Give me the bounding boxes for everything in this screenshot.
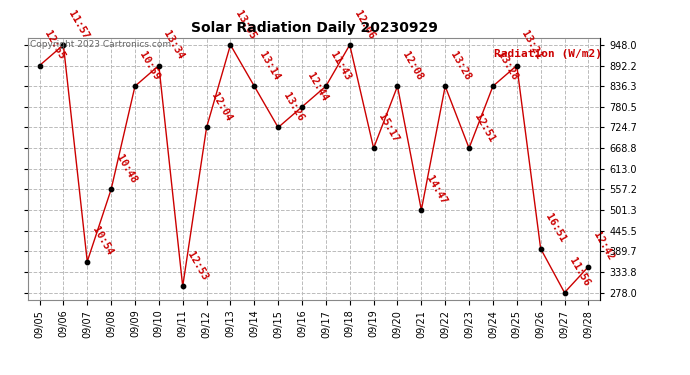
Title: Solar Radiation Daily 20230929: Solar Radiation Daily 20230929	[190, 21, 437, 35]
Text: 10:59: 10:59	[138, 50, 162, 82]
Text: 14:47: 14:47	[424, 174, 448, 206]
Text: 13:28: 13:28	[495, 50, 520, 82]
Point	[225, 42, 236, 48]
Point	[416, 207, 427, 213]
Point	[559, 290, 570, 296]
Text: 13:21: 13:21	[520, 29, 544, 62]
Text: 12:51: 12:51	[472, 112, 496, 144]
Point	[535, 246, 546, 252]
Text: 10:48: 10:48	[114, 153, 138, 185]
Point	[130, 83, 141, 89]
Text: 13:14: 13:14	[257, 50, 282, 82]
Text: 12:55: 12:55	[42, 29, 67, 62]
Point	[201, 124, 212, 130]
Point	[440, 83, 451, 89]
Text: 15:17: 15:17	[376, 112, 401, 144]
Text: 12:44: 12:44	[305, 70, 329, 103]
Point	[392, 83, 403, 89]
Point	[320, 83, 331, 89]
Point	[153, 63, 164, 69]
Text: 11:43: 11:43	[328, 50, 353, 82]
Text: 13:05: 13:05	[233, 9, 257, 41]
Point	[81, 258, 92, 264]
Point	[58, 42, 69, 48]
Point	[487, 83, 498, 89]
Text: 11:57: 11:57	[66, 9, 90, 41]
Text: 11:56: 11:56	[567, 256, 591, 288]
Text: 16:51: 16:51	[544, 212, 568, 244]
Text: Copyright 2023 Cartronics.com: Copyright 2023 Cartronics.com	[30, 40, 172, 49]
Text: 12:06: 12:06	[353, 9, 377, 41]
Point	[464, 145, 475, 151]
Point	[511, 63, 522, 69]
Text: 13:34: 13:34	[161, 29, 186, 62]
Text: Radiation (W/m2): Radiation (W/m2)	[494, 50, 602, 59]
Text: 13:26: 13:26	[281, 91, 305, 123]
Text: 12:53: 12:53	[186, 250, 210, 282]
Point	[273, 124, 284, 130]
Point	[106, 186, 117, 192]
Text: 10:54: 10:54	[90, 225, 115, 257]
Point	[368, 145, 379, 151]
Text: 12:08: 12:08	[400, 50, 424, 82]
Point	[583, 264, 594, 270]
Text: 13:28: 13:28	[448, 50, 472, 82]
Text: 12:42: 12:42	[591, 231, 615, 262]
Point	[34, 63, 45, 69]
Point	[344, 42, 355, 48]
Point	[177, 284, 188, 290]
Point	[297, 104, 308, 110]
Point	[249, 83, 260, 89]
Text: 12:04: 12:04	[209, 91, 234, 123]
